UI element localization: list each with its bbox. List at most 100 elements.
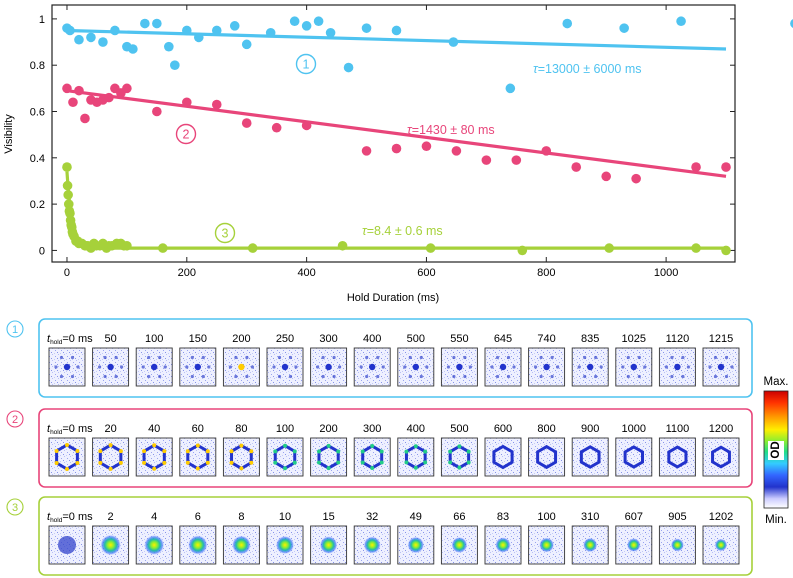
panel-frame [38,318,753,398]
series-3-tau-value: =8.4 ± 0.6 ms [367,224,443,238]
od-image [48,437,86,477]
y-tick-label: 1 [39,14,45,26]
point-series-1 [140,18,150,29]
colorbar-min-label: Min. [765,514,787,526]
point-series-1 [152,18,162,29]
series-3-label-circle [214,222,236,244]
colorbar-title-box [768,441,784,460]
point-series-2 [182,97,192,108]
point-series-1 [448,37,459,47]
od-image [222,525,260,565]
time-label: 300 [319,333,337,345]
x-tick-label: 0 [64,267,70,279]
od-image [571,525,609,565]
od-image [135,437,173,477]
point-series-1 [361,23,372,33]
point-series-3 [63,190,73,200]
od-image [222,437,260,477]
series-1-tau: τ [533,62,539,76]
x-axis-label: Hold Duration (ms) [347,292,439,304]
time-label: 40 [148,423,160,435]
point-series-2 [361,146,372,156]
series-2-label-circle [175,123,197,145]
od-image [658,437,696,477]
point-series-2 [62,83,72,94]
od-image [658,525,696,565]
time-label: 400 [363,333,381,345]
point-series-3 [122,240,132,251]
od-image [702,525,740,565]
point-series-1 [182,25,192,36]
point-series-3 [517,245,528,256]
axis-ticks: 0 200 400 600 800 1000 0 0.2 0.4 0.6 0.8 1 [30,5,735,279]
time-label: 300 [363,423,381,435]
od-image [702,437,740,477]
time-label: thold=0 ms [47,423,93,436]
time-label: 905 [668,511,686,523]
series-1-label: 1 [303,58,310,72]
panel-number: 2 [12,414,18,426]
point-series-2 [691,162,701,172]
od-image [658,347,696,387]
time-label: 66 [453,511,465,523]
od-image [92,437,130,477]
point-series-1 [790,19,793,28]
od-image [135,347,173,387]
od-image [397,525,435,565]
od-image [615,525,653,565]
series-3-label: 3 [222,227,229,241]
time-label: 200 [319,423,337,435]
y-tick-label: 0.4 [30,153,45,165]
series-2-tau: τ [407,123,413,137]
od-image [484,437,522,477]
point-series-1 [325,27,336,38]
time-label: 1100 [666,423,690,435]
point-series-1 [128,44,138,54]
data-points [62,16,793,256]
point-series-1 [170,60,180,70]
time-label: 400 [407,423,425,435]
point-series-1 [505,83,516,94]
time-label: 550 [450,333,468,345]
od-image [702,347,740,387]
time-label: 1025 [622,333,646,345]
point-series-3 [691,243,701,253]
od-image [266,525,304,565]
panel-frame [38,408,753,488]
point-series-1 [343,62,354,73]
series-1-tau-value: =13000 ± 6000 ms [538,62,642,76]
od-image [571,347,609,387]
od-image [310,437,348,477]
point-series-1 [74,34,84,45]
point-series-2 [481,155,492,165]
point-series-2 [421,141,432,152]
series-1-label-circle [295,53,317,75]
od-image [48,347,86,387]
od-image [615,347,653,387]
series-2-label: 2 [183,128,190,142]
od-image [440,437,478,477]
panel-number: 3 [12,502,18,514]
point-series-2 [451,146,462,156]
point-series-3 [721,245,731,256]
series-3-tau: τ [362,224,368,238]
time-label: thold=0 ms [47,333,93,346]
point-series-3 [247,243,258,253]
point-series-3 [604,243,614,253]
time-label: 10 [279,511,291,523]
point-series-1 [562,18,573,29]
plot-frame [51,4,736,263]
point-series-1 [229,21,240,31]
time-label: 1200 [709,423,733,435]
panel-row-3: 3 thold=0 ms 2 4 6 8 10 15 32 49 66 83 100 310 607 905 1… [6,496,753,576]
y-tick-label: 0.8 [30,60,45,72]
point-series-2 [721,162,731,172]
panel-row-1: 1 thold=0 ms 50 100 150 200 250 300 400 500 550 645… [6,318,753,398]
y-axis-label: Visibility [3,114,15,154]
od-image [353,347,391,387]
point-series-2 [152,106,162,117]
point-series-1 [211,25,222,36]
point-series-1 [619,23,629,33]
point-series-2 [211,99,222,110]
time-label: 4 [151,511,157,523]
